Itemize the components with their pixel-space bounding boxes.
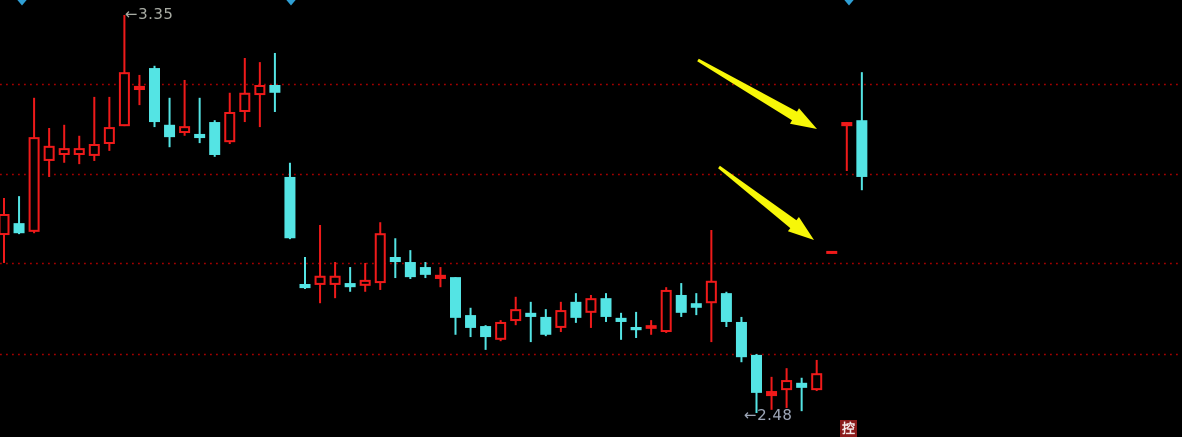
control-indicator-badge: 控 (840, 420, 857, 437)
candles (0, 15, 868, 413)
high-price-label: ←3.35 (125, 5, 174, 23)
gridlines (0, 83, 1182, 356)
annotation-arrows (697, 58, 817, 240)
top-signal-markers (17, 0, 854, 6)
low-price-label: ←2.48 (744, 406, 793, 424)
